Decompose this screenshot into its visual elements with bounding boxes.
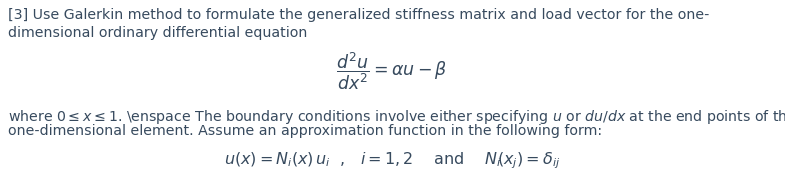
Text: $\dfrac{d^2u}{dx^2} = \alpha u - \beta$: $\dfrac{d^2u}{dx^2} = \alpha u - \beta$ [336, 50, 447, 92]
Text: where $0\leq x\leq1$. \enspace The boundary conditions involve either specifying: where $0\leq x\leq1$. \enspace The bound… [8, 108, 785, 126]
Text: dimensional ordinary differential equation: dimensional ordinary differential equati… [8, 26, 308, 40]
Text: one-dimensional element. Assume an approximation function in the following form:: one-dimensional element. Assume an appro… [8, 124, 602, 138]
Text: [3] Use Galerkin method to formulate the generalized stiffness matrix and load v: [3] Use Galerkin method to formulate the… [8, 8, 710, 22]
Text: $u(x) = N_i(x)\, u_i\ $ ,  $\ i = 1,2\quad$ and $\quad N_i\!\left(x_j\right) = \: $u(x) = N_i(x)\, u_i\ $ , $\ i = 1,2\qua… [224, 150, 560, 171]
